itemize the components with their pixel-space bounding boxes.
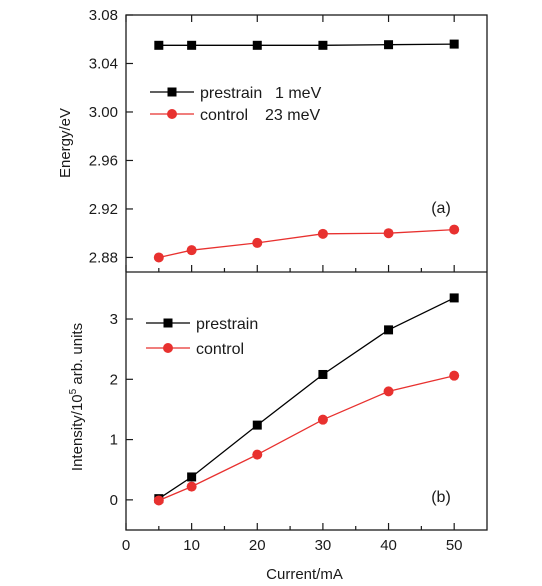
panel-b-control-point — [186, 481, 197, 492]
panel-a-control-point — [317, 228, 328, 239]
panel-b-legend-prestrain-label: prestrain — [196, 316, 258, 333]
y-axis-label-intensity-tail: arb. units — [69, 323, 86, 389]
panel-a-prestrain-point — [252, 40, 262, 50]
panel-a-ytick-label: 2.88 — [89, 249, 118, 266]
panel-a-ytick-label: 3.00 — [89, 104, 118, 121]
panel-a-prestrain-point — [449, 39, 459, 49]
panel-a-series-prestrain-line — [158, 43, 455, 46]
panel-b-ytick-label: 3 — [110, 311, 118, 328]
x-tick-label: 30 — [315, 537, 332, 554]
panel-a-control-point — [252, 237, 263, 248]
panel-a-ytick-label: 2.92 — [89, 201, 118, 218]
panel-b-prestrain-point — [252, 420, 262, 430]
panel-b-prestrain-point — [449, 293, 459, 303]
x-tick-label: 20 — [249, 537, 266, 554]
panel-a-legend-control-label: control — [200, 107, 248, 124]
y-axis-label-energy: Energy/eV — [57, 108, 74, 178]
x-tick-label: 10 — [183, 537, 200, 554]
panel-a-prestrain-point — [318, 40, 328, 50]
x-tick-label: 40 — [380, 537, 397, 554]
panel-b-legend-prestrain-marker — [163, 318, 173, 328]
x-tick-label: 0 — [122, 537, 130, 554]
panel-a-ytick-label: 3.08 — [89, 7, 118, 24]
panel-b-series-control-line — [158, 375, 455, 502]
panel-a-prestrain-point — [187, 40, 197, 50]
panel-a-legend-control-note: 23 meV — [265, 107, 320, 124]
panel-b-ytick-label: 0 — [110, 492, 118, 509]
panel-b-control-point — [153, 495, 164, 506]
y-axis-label-intensity-main: Intensity/10 — [69, 394, 86, 471]
panel-a-tag: (a) — [431, 200, 451, 217]
panel-a-legend-control-marker — [167, 109, 177, 119]
panel-b-control-point — [449, 370, 460, 381]
panel-a-prestrain-point — [384, 40, 394, 50]
chart-layer: 2.88 2.92 2.96 3.00 3.04 3.08 prestrain 1 meV co… — [57, 7, 488, 583]
panel-a-control-point — [383, 228, 394, 239]
panel-b-ytick-label: 1 — [110, 432, 118, 449]
panel-b-ytick-label: 2 — [110, 371, 118, 388]
panel-a-series-control-line — [158, 228, 455, 259]
panel-a-legend-prestrain-marker — [167, 87, 177, 97]
panel-b-control-point — [383, 386, 394, 397]
x-tick-label: 50 — [446, 537, 463, 554]
panel-a-ytick-label: 2.96 — [89, 152, 118, 169]
panel-b-control-point — [252, 449, 263, 460]
panel-b-legend-control-label: control — [196, 341, 244, 358]
panel-a-prestrain-point — [154, 40, 164, 50]
panel-a-legend-prestrain-label: prestrain — [200, 85, 262, 102]
panel-b-control-point — [317, 414, 328, 425]
y-axis-label-intensity-sup: 5 — [68, 388, 79, 394]
x-axis-label: Current/mA — [266, 566, 343, 583]
panel-a-control-point — [449, 224, 460, 235]
panel-a-control-point — [153, 252, 164, 263]
panel-b-prestrain-point — [187, 472, 197, 482]
panel-b-tag: (b) — [431, 489, 451, 506]
panel-b-legend-control-marker — [163, 343, 173, 353]
panel-a-legend-prestrain-note: 1 meV — [275, 85, 322, 102]
panel-b-prestrain-point — [384, 325, 394, 335]
panel-b-series-prestrain-line — [158, 297, 455, 500]
panel-a-control-point — [186, 245, 197, 256]
panel-a-ytick-label: 3.04 — [89, 55, 118, 72]
y-axis-label-intensity: Intensity/105 arb. units — [68, 323, 86, 471]
panel-b-prestrain-point — [318, 369, 328, 379]
